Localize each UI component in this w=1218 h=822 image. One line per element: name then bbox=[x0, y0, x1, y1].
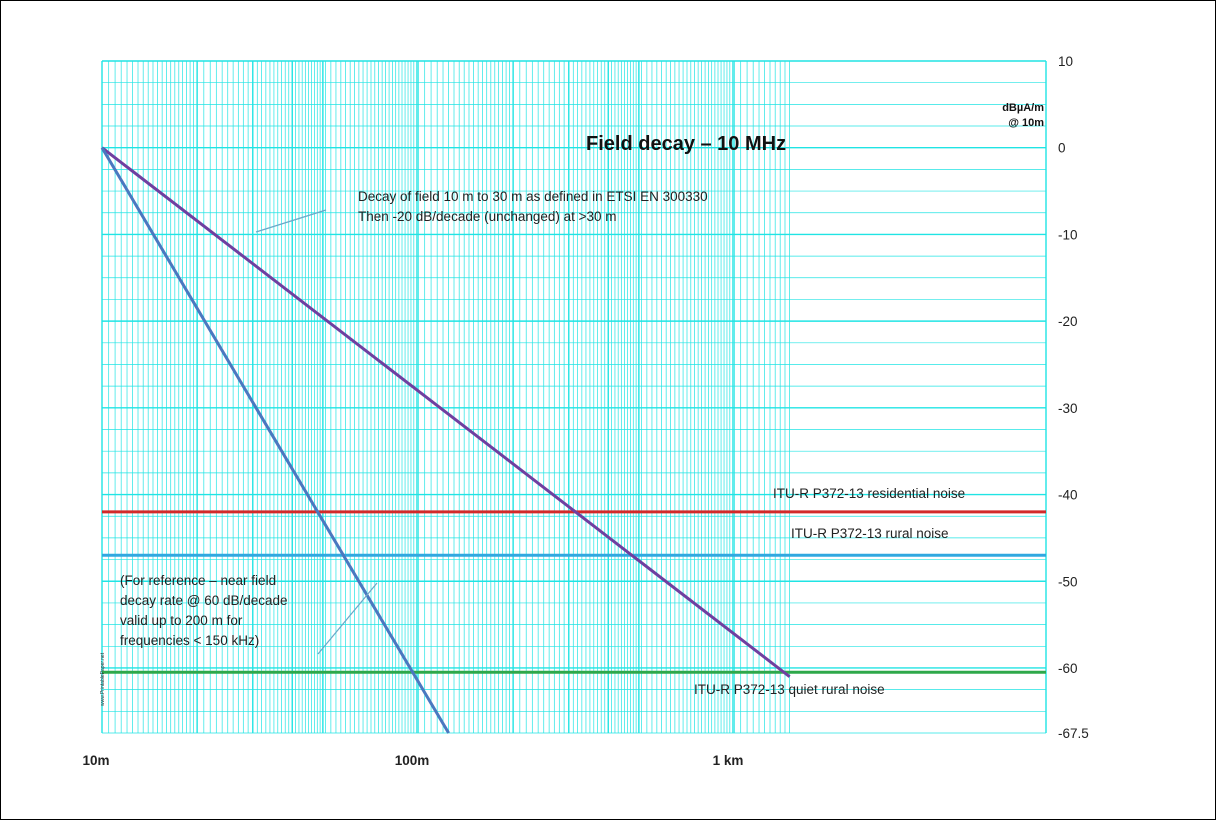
y-tick-label: -20 bbox=[1058, 314, 1078, 329]
y-tick-label: -50 bbox=[1058, 574, 1078, 589]
noise-line-label-0: ITU-R P372-13 residential noise bbox=[773, 486, 965, 501]
grid bbox=[101, 60, 1047, 734]
y-tick-label: -67.5 bbox=[1058, 726, 1089, 741]
annotation-leader-1 bbox=[317, 582, 378, 655]
y-tick-label: -30 bbox=[1058, 401, 1078, 416]
x-tick-label: 100m bbox=[395, 753, 430, 768]
chart-title: Field decay – 10 MHz bbox=[586, 133, 786, 155]
chart-labels: Field decay – 10 MHz dBµA/m @ 10m 10 0 -10 -20… bbox=[82, 54, 1088, 768]
annotation-leaders bbox=[255, 209, 378, 655]
y-tick-label: -60 bbox=[1058, 661, 1078, 676]
y-tick-label: -40 bbox=[1058, 488, 1078, 503]
decay-line-0 bbox=[101, 146, 791, 678]
annotation-etsi: Then -20 dB/decade (unchanged) at >30 m bbox=[358, 209, 617, 224]
watermark: www.PrintablePaper.net bbox=[100, 652, 106, 706]
noise-line-label-2: ITU-R P372-13 quiet rural noise bbox=[694, 682, 885, 697]
y-axis-unit-label: dBµA/m bbox=[1002, 102, 1044, 114]
series-lines bbox=[100, 146, 791, 734]
y-tick-label: 10 bbox=[1058, 54, 1073, 69]
annotation-near-field: frequencies < 150 kHz) bbox=[120, 633, 259, 648]
annotation-near-field: (For reference – near field bbox=[120, 573, 276, 588]
noise-line-label-1: ITU-R P372-13 rural noise bbox=[791, 526, 949, 541]
annotation-near-field: decay rate @ 60 dB/decade bbox=[120, 593, 288, 608]
y-tick-label: -10 bbox=[1058, 227, 1078, 242]
y-tick-label: 0 bbox=[1058, 141, 1066, 156]
annotation-etsi: Decay of field 10 m to 30 m as defined i… bbox=[358, 189, 708, 204]
annotation-near-field: valid up to 200 m for bbox=[120, 613, 243, 628]
x-tick-label: 1 km bbox=[713, 753, 744, 768]
x-tick-label: 10m bbox=[82, 753, 109, 768]
annotation-leader-0 bbox=[255, 209, 327, 233]
y-axis-unit-label: @ 10m bbox=[1008, 117, 1044, 129]
decay-line-1 bbox=[100, 146, 450, 734]
